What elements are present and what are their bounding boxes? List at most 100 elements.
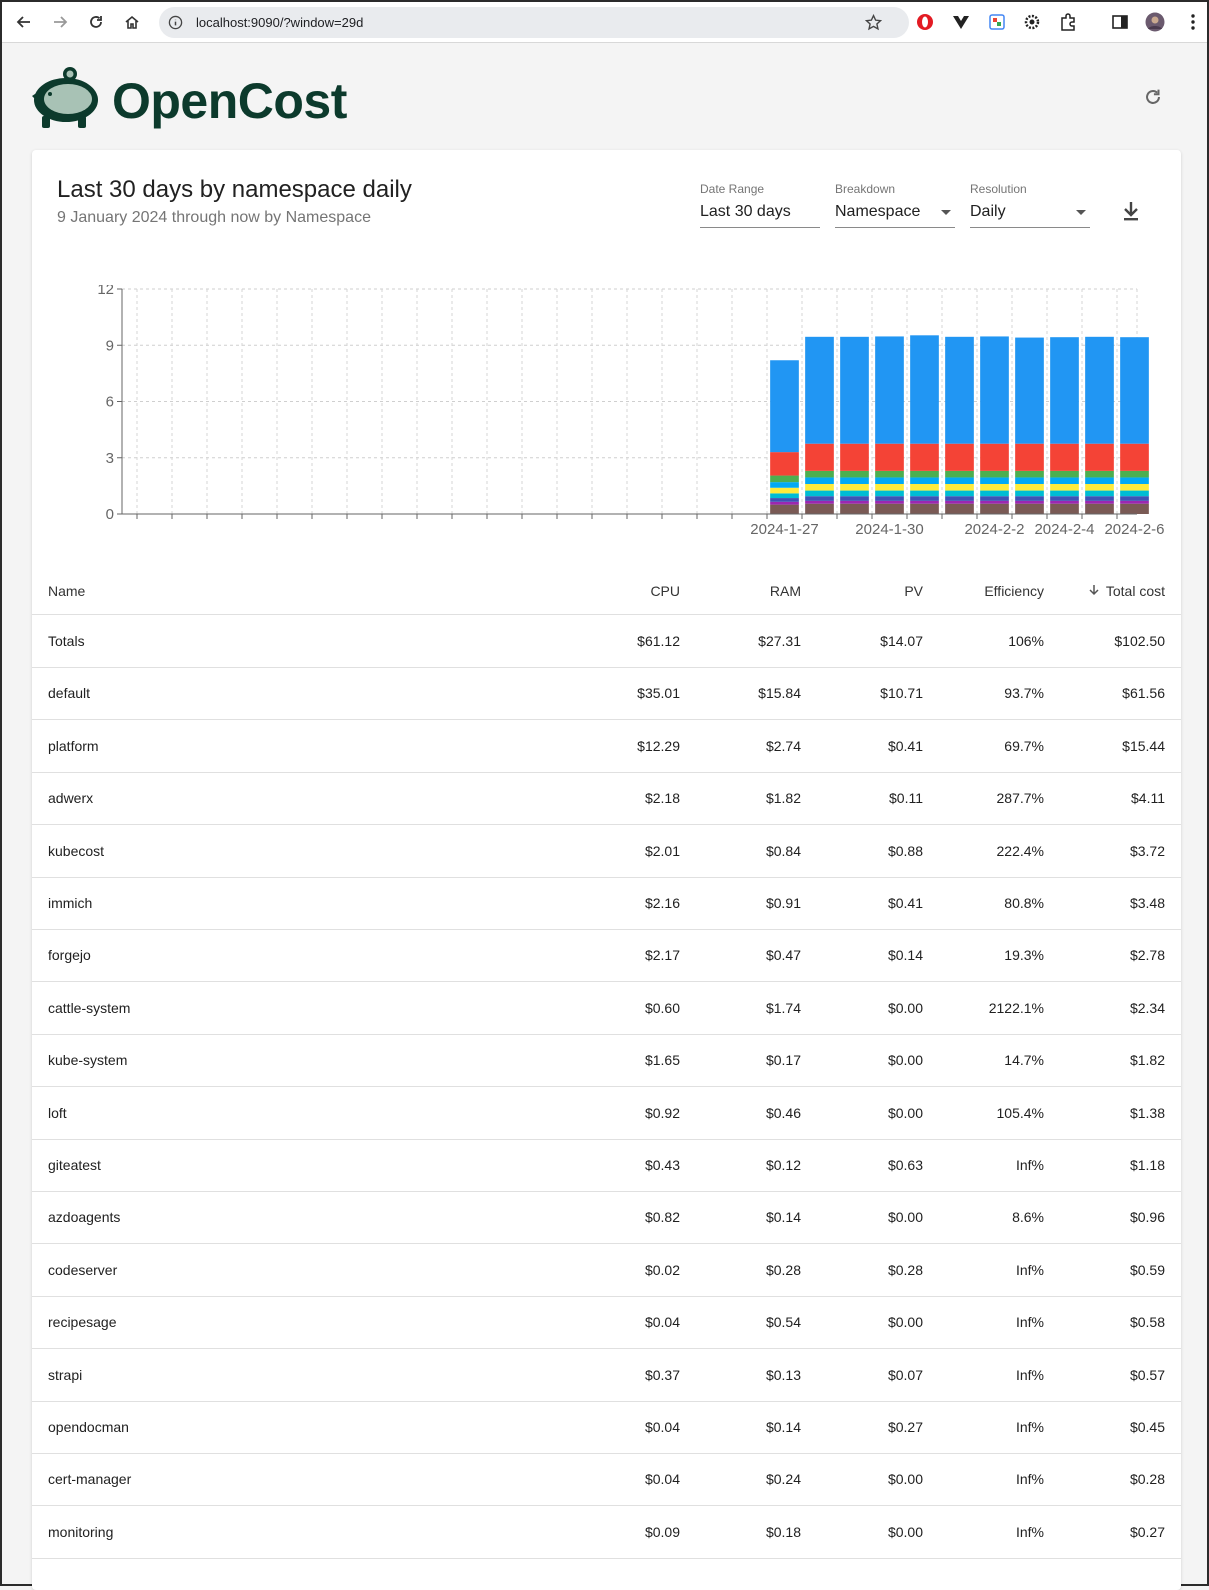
bar-segment[interactable] (1015, 500, 1044, 504)
bar-segment[interactable] (1050, 484, 1079, 491)
bar-segment[interactable] (875, 496, 904, 501)
bar-segment[interactable] (770, 498, 799, 502)
bar-segment[interactable] (910, 477, 939, 484)
bar-segment[interactable] (945, 490, 974, 497)
bar-segment[interactable] (1085, 484, 1114, 491)
bar-segment[interactable] (875, 490, 904, 497)
bar-segment[interactable] (1050, 496, 1079, 501)
bar-segment[interactable] (1015, 503, 1044, 514)
table-row[interactable]: codeserver $0.02 $0.28 $0.28 Inf% $0.59 (32, 1244, 1181, 1297)
bar-segment[interactable] (875, 470, 904, 478)
column-header-efficiency[interactable]: Efficiency (984, 583, 1044, 599)
bar-segment[interactable] (770, 452, 799, 476)
totals-row[interactable]: Totals $61.12 $27.31 $14.07 106% $102.50 (32, 615, 1181, 668)
bar-segment[interactable] (980, 496, 1009, 501)
bar-segment[interactable] (1050, 503, 1079, 514)
bar-segment[interactable] (1050, 500, 1079, 504)
bar-segment[interactable] (840, 500, 869, 504)
extensions-puzzle-icon[interactable] (1058, 12, 1078, 32)
bar-segment[interactable] (980, 490, 1009, 497)
bar-segment[interactable] (945, 496, 974, 501)
table-row[interactable]: kubecost $2.01 $0.84 $0.88 222.4% $3.72 (32, 825, 1181, 878)
bar-segment[interactable] (805, 500, 834, 504)
bar-segment[interactable] (840, 470, 869, 478)
table-row[interactable]: recipesage $0.04 $0.54 $0.00 Inf% $0.58 (32, 1296, 1181, 1350)
bar-segment[interactable] (1120, 490, 1149, 497)
bar-segment[interactable] (840, 503, 869, 514)
bar-segment[interactable] (805, 484, 834, 491)
bar-segment[interactable] (1015, 443, 1044, 471)
bar-segment[interactable] (840, 496, 869, 501)
bar-segment[interactable] (945, 500, 974, 504)
bar-segment[interactable] (945, 443, 974, 471)
bar-segment[interactable] (1085, 496, 1114, 501)
bar-segment[interactable] (840, 484, 869, 491)
bar-segment[interactable] (1120, 503, 1149, 514)
side-panel-icon[interactable] (1110, 12, 1130, 32)
bar-segment[interactable] (1050, 477, 1079, 484)
bar-segment[interactable] (1085, 336, 1114, 444)
bar-segment[interactable] (1120, 443, 1149, 471)
table-row[interactable]: giteatest $0.43 $0.12 $0.63 Inf% $1.18 (32, 1139, 1181, 1192)
bar-segment[interactable] (770, 487, 799, 494)
bar-segment[interactable] (1120, 500, 1149, 504)
bar-segment[interactable] (805, 336, 834, 444)
bar-segment[interactable] (980, 470, 1009, 478)
bar-segment[interactable] (910, 443, 939, 471)
bar-segment[interactable] (1015, 337, 1044, 444)
bar-segment[interactable] (770, 360, 799, 453)
column-header-ram[interactable]: RAM (769, 583, 801, 599)
bar-segment[interactable] (875, 477, 904, 484)
bar-segment[interactable] (770, 493, 799, 499)
bar-segment[interactable] (875, 500, 904, 504)
bar-segment[interactable] (910, 503, 939, 514)
forward-button[interactable] (49, 11, 71, 33)
bar-segment[interactable] (840, 336, 869, 444)
bar-segment[interactable] (1015, 470, 1044, 478)
bar-segment[interactable] (770, 475, 799, 483)
breakdown-control[interactable]: Breakdown Namespace (835, 182, 955, 228)
back-button[interactable] (13, 11, 35, 33)
column-header-name[interactable]: Name (48, 583, 86, 599)
table-row[interactable]: azdoagents $0.82 $0.14 $0.00 8.6% $0.96 (32, 1191, 1181, 1245)
vue-extension-icon[interactable] (951, 12, 971, 32)
table-row[interactable]: default $35.01 $15.84 $10.71 93.7% $61.56 (32, 667, 1181, 721)
bar-segment[interactable] (980, 336, 1009, 444)
table-row[interactable]: cert-manager $0.04 $0.24 $0.00 Inf% $0.28 (32, 1453, 1181, 1507)
date-range-control[interactable]: Date Range Last 30 days (700, 182, 820, 228)
bar-segment[interactable] (910, 500, 939, 504)
bar-segment[interactable] (840, 477, 869, 484)
bar-segment[interactable] (875, 336, 904, 444)
bar-segment[interactable] (1015, 484, 1044, 491)
browser-menu-icon[interactable] (1183, 12, 1203, 32)
bar-segment[interactable] (1120, 484, 1149, 491)
bar-segment[interactable] (945, 470, 974, 478)
bar-segment[interactable] (910, 470, 939, 478)
star-icon[interactable] (865, 14, 882, 31)
resolution-control[interactable]: Resolution Daily (970, 182, 1090, 228)
bar-segment[interactable] (980, 503, 1009, 514)
bar-segment[interactable] (1085, 500, 1114, 504)
table-row[interactable]: kube-system $1.65 $0.17 $0.00 14.7% $1.82 (32, 1034, 1181, 1088)
refresh-button[interactable] (1142, 86, 1166, 110)
bar-segment[interactable] (1120, 337, 1149, 444)
bar-segment[interactable] (980, 484, 1009, 491)
bar-segment[interactable] (1050, 490, 1079, 497)
bar-segment[interactable] (1015, 490, 1044, 497)
bar-segment[interactable] (1050, 443, 1079, 471)
bar-segment[interactable] (910, 496, 939, 501)
bar-segment[interactable] (910, 484, 939, 491)
bar-segment[interactable] (840, 490, 869, 497)
table-row[interactable]: strapi $0.37 $0.13 $0.07 Inf% $0.57 (32, 1349, 1181, 1402)
opera-extension-icon[interactable] (915, 12, 935, 32)
bar-segment[interactable] (1050, 470, 1079, 478)
bar-segment[interactable] (945, 477, 974, 484)
bar-segment[interactable] (805, 496, 834, 501)
table-row[interactable]: monitoring $0.09 $0.18 $0.00 Inf% $0.27 (32, 1506, 1181, 1559)
bar-segment[interactable] (1015, 496, 1044, 501)
bar-segment[interactable] (1120, 477, 1149, 484)
bar-segment[interactable] (1015, 477, 1044, 484)
bar-segment[interactable] (875, 484, 904, 491)
resolution-select[interactable]: Daily (970, 203, 1090, 228)
table-row[interactable]: forgejo $2.17 $0.47 $0.14 19.3% $2.78 (32, 929, 1181, 983)
